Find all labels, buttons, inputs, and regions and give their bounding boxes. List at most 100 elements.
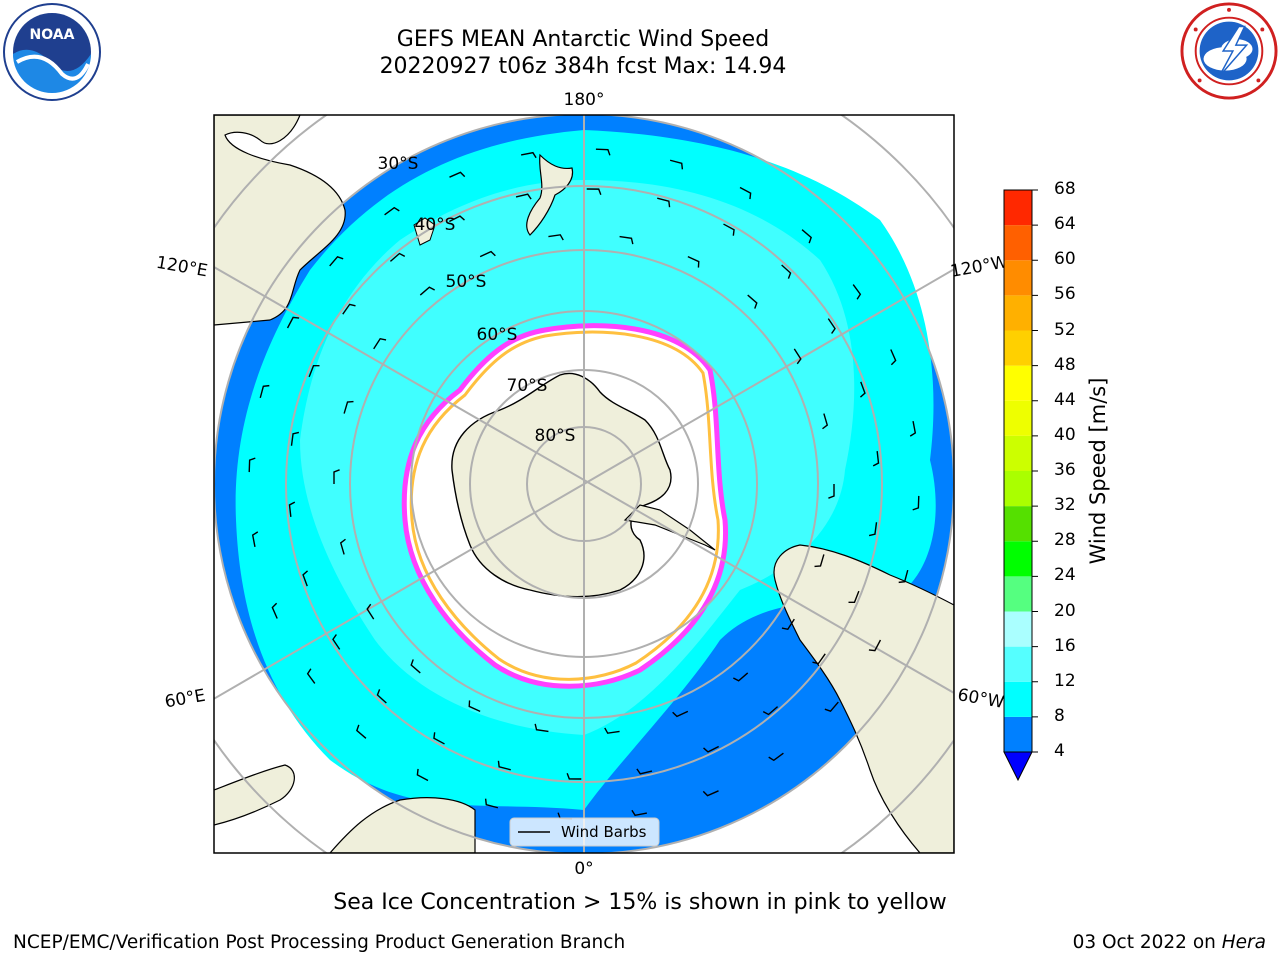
legend-entry-wind-barbs: Wind Barbs — [561, 823, 647, 841]
wind-barb — [271, 602, 278, 619]
wind-barb — [619, 235, 634, 245]
colorbar-tick-label: 16 — [1054, 635, 1076, 656]
wind-barb — [868, 522, 878, 537]
colorbar-segment — [1004, 646, 1032, 682]
colorbar-tick-label: 44 — [1054, 389, 1076, 410]
sea-ice-edge-pink — [401, 323, 729, 689]
wind-barb — [248, 457, 256, 473]
lat-label-80s: 80°S — [535, 426, 576, 446]
colorbar-tick-label: 52 — [1054, 319, 1076, 340]
colorbar-tick-label: 4 — [1054, 741, 1065, 761]
colorbar-segment — [1004, 330, 1032, 366]
wind-barb — [306, 668, 316, 684]
wind-barb — [733, 672, 749, 682]
lon-label-60w: 60°W — [956, 685, 1006, 713]
nws-logo — [1180, 2, 1278, 100]
wind-barb — [520, 151, 537, 159]
lon-label-0: 0° — [574, 859, 593, 879]
wind-barb — [302, 570, 309, 587]
colorbar-tick-label: 32 — [1054, 495, 1076, 516]
wind-barb — [448, 215, 465, 223]
wind-barb — [631, 809, 648, 817]
wind-barb — [859, 381, 866, 398]
wind-barb — [288, 501, 296, 517]
map-frame — [213, 114, 955, 854]
lat-label-30s: 30°S — [378, 154, 419, 174]
wind-barb — [872, 451, 880, 467]
colorbar-tick-label: 24 — [1054, 565, 1076, 586]
colorbar-segment — [1004, 400, 1032, 436]
colorbar-tick-label: 56 — [1054, 284, 1076, 305]
colorbar-tick-label: 12 — [1054, 670, 1076, 691]
colorbar-segment — [1004, 611, 1032, 647]
wind-barb — [781, 618, 795, 631]
lat-label-70s: 70°S — [507, 376, 548, 396]
wind-barb — [479, 250, 496, 258]
wind-barb — [515, 193, 532, 200]
colorbar-segment — [1004, 716, 1032, 752]
wind-barb — [259, 384, 270, 399]
wind-barb — [822, 413, 829, 430]
colorbar-segment — [1004, 471, 1032, 507]
wind-barb — [566, 773, 582, 780]
wind-barb — [687, 255, 700, 268]
colorbar-segment — [1004, 435, 1032, 471]
wind-barb — [534, 723, 549, 733]
colorbar-segment — [1004, 190, 1032, 226]
credit-branch: NCEP/EMC/Verification Post Processing Pr… — [13, 932, 626, 953]
wind-barb — [636, 768, 653, 775]
noaa-logo-text: NOAA — [30, 27, 75, 43]
wind-barb — [814, 554, 825, 568]
wind-barb — [342, 303, 356, 315]
noaa-logo: NOAA — [3, 3, 101, 101]
colorbar-segment — [1004, 260, 1032, 296]
sea-ice-edge-yellow — [409, 330, 720, 681]
colorbar-segment — [1004, 576, 1032, 612]
wind-barb — [812, 653, 826, 665]
lat-label-40s: 40°S — [415, 215, 456, 235]
wind-barb — [595, 148, 611, 156]
wind-barb — [747, 294, 758, 309]
credit-host: Hera — [1221, 932, 1266, 953]
wind-barb — [497, 760, 511, 771]
colorbar-tick-label: 8 — [1054, 705, 1065, 726]
chart-title: GEFS MEAN Antarctic Wind Speed — [396, 27, 770, 52]
madagascar-land — [214, 764, 295, 826]
wind-barb — [912, 495, 920, 511]
lon-label-60e: 60°E — [163, 686, 207, 713]
wind-barb — [416, 768, 429, 782]
colorbar-tick-label: 64 — [1054, 214, 1076, 235]
wind-barb — [801, 229, 812, 244]
colorbar-under-arrow — [1003, 751, 1033, 782]
wind-barb — [669, 159, 684, 170]
wind-barb — [703, 745, 720, 753]
wind-barb — [376, 689, 387, 704]
colorbar-label: Wind Speed [m/s] — [1086, 377, 1110, 565]
antarctica-land — [451, 372, 672, 598]
wind-barb — [468, 700, 481, 713]
colorbar-segment — [1004, 225, 1032, 261]
wind-barb — [827, 318, 836, 334]
south-america-land — [773, 520, 954, 853]
wind-barb — [852, 284, 862, 300]
wind-barb — [366, 603, 375, 620]
wind-barb — [781, 264, 792, 279]
legend: Wind Barbs — [509, 817, 660, 847]
wind-barb — [890, 349, 897, 366]
wind-barb — [586, 188, 602, 195]
wind-barb — [332, 634, 341, 650]
wind-barb — [702, 790, 719, 797]
chart-subtitle: 20220927 t06z 384h fcst Max: 14.94 — [379, 54, 787, 79]
new-zealand-land — [526, 153, 574, 236]
credit-date-text: 03 Oct 2022 on — [1072, 932, 1222, 953]
australia-land — [214, 115, 346, 326]
colorbar-segment — [1004, 541, 1032, 577]
lat-label-60s: 60°S — [477, 325, 518, 345]
colorbar-tick-label: 36 — [1054, 460, 1076, 480]
sea-ice-note: Sea Ice Concentration > 15% is shown in … — [333, 890, 947, 915]
wind-barb — [768, 752, 784, 762]
wind-barb — [672, 710, 689, 718]
